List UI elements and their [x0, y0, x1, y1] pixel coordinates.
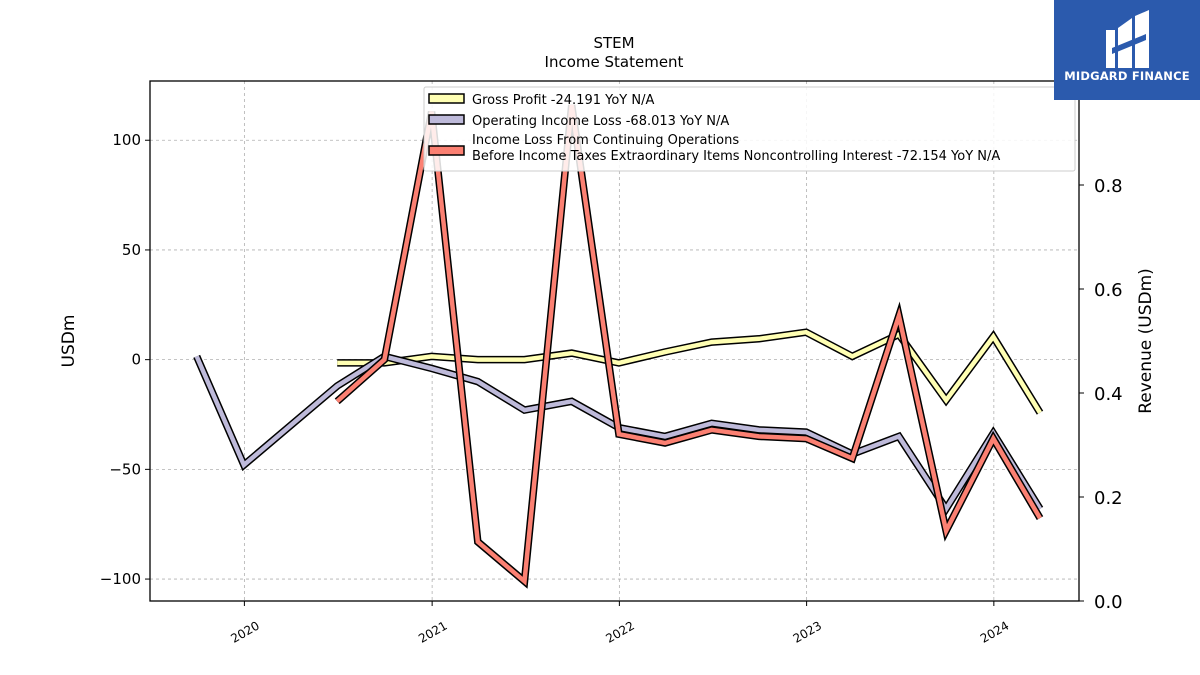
legend-box [423, 86, 1076, 172]
y-right-tick-label: 0.6 [1094, 280, 1123, 301]
chart-subtitle: Income Statement [545, 53, 684, 71]
x-tick-label: 2024 [978, 618, 1011, 645]
series-line [194, 353, 1042, 513]
series-line [335, 104, 1042, 586]
series-lines [193, 104, 1044, 589]
brand-logo: MIDGARD FINANCE [1054, 0, 1200, 100]
chart-title: STEM [593, 34, 634, 52]
brand-name: MIDGARD FINANCE [1064, 69, 1190, 83]
y-right-tick-label: 0.2 [1094, 488, 1123, 509]
series-operating-income-loss [193, 352, 1044, 516]
legend-swatch-income-loss-continuing-ops [428, 145, 465, 156]
y-right-tick-label: 0.4 [1094, 384, 1123, 405]
y-tick-label: −100 [100, 570, 141, 588]
x-tick-label: 2020 [228, 618, 261, 645]
legend-label-operating-income-loss: Operating Income Loss -68.013 YoY N/A [472, 114, 729, 129]
legend-label-income-loss-continuing-ops: Before Income Taxes Extraordinary Items … [472, 149, 1000, 164]
plot-frame [149, 80, 1080, 602]
series-income-loss-continuing-ops [334, 104, 1044, 589]
y-axis-label: USDm [59, 315, 79, 368]
x-tick-label: 2021 [416, 618, 449, 645]
y-axis-right-label: Revenue (USDm) [1136, 268, 1156, 414]
legend-label-gross-profit: Gross Profit -24.191 YoY N/A [472, 93, 654, 108]
legend-swatch-operating-income-loss [428, 114, 465, 125]
legend-swatch-gross-profit [428, 93, 465, 104]
x-tick-label: 2023 [791, 618, 824, 645]
y-tick-label: 50 [122, 241, 141, 259]
legend-label-income-loss-continuing-ops: Income Loss From Continuing Operations [472, 133, 739, 148]
y-right-tick-label: 0.8 [1094, 176, 1123, 197]
y-right-tick-label: 0.0 [1094, 592, 1123, 613]
y-tick-label: 0 [131, 351, 141, 369]
y-tick-label: 100 [112, 131, 141, 149]
legend: Gross Profit -24.191 YoY N/A Operating In… [423, 86, 1076, 172]
y-tick-label: −50 [109, 460, 141, 478]
x-tick-label: 2022 [603, 618, 636, 645]
midgard-logo-icon [1106, 10, 1149, 68]
